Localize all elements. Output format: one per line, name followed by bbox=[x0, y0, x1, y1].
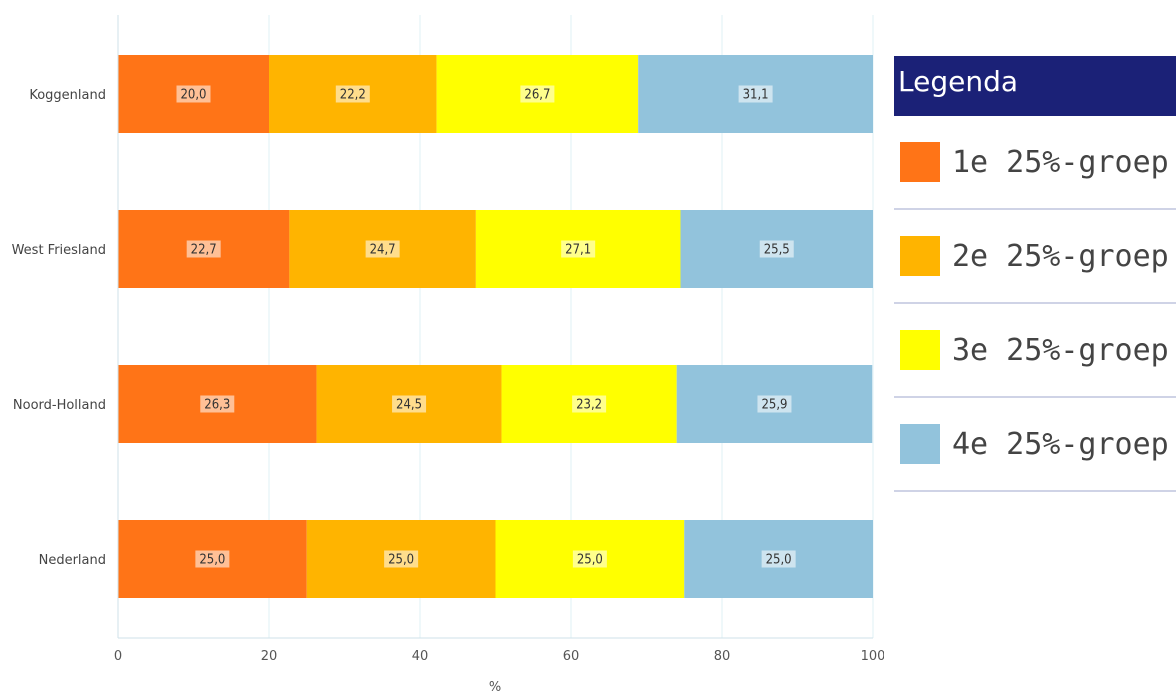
x-tick-label-2: 40 bbox=[412, 649, 429, 664]
data-label-0-0: 20,0 bbox=[180, 88, 206, 103]
legend-swatch-2 bbox=[900, 236, 940, 276]
data-label-bg-3-2 bbox=[572, 550, 607, 568]
legend-label-3: 3e 25%-groep bbox=[952, 332, 1169, 368]
data-label-bg-1-2 bbox=[561, 240, 596, 258]
legend-swatch-1 bbox=[900, 142, 940, 182]
data-label-bg-2-3 bbox=[757, 395, 792, 413]
data-label-3-1: 25,0 bbox=[388, 553, 414, 568]
data-label-2-1: 24,5 bbox=[396, 398, 422, 413]
category-label-1: West Friesland bbox=[12, 243, 106, 258]
legend-item-4: 4e 25%-groep bbox=[894, 398, 1176, 492]
data-label-bg-1-3 bbox=[759, 240, 794, 258]
x-tick-label-3: 60 bbox=[563, 649, 580, 664]
data-label-3-0: 25,0 bbox=[199, 553, 225, 568]
legend: Legenda 1e 25%-groep 2e 25%-groep 3e 25%… bbox=[894, 56, 1176, 492]
data-label-1-1: 24,7 bbox=[370, 243, 396, 258]
data-label-bg-3-3 bbox=[761, 550, 796, 568]
data-label-bg-1-1 bbox=[365, 240, 400, 258]
data-label-1-2: 27,1 bbox=[565, 243, 591, 258]
data-label-bg-0-3 bbox=[738, 85, 773, 103]
legend-label-2: 2e 25%-groep bbox=[952, 238, 1169, 274]
data-label-bg-3-0 bbox=[195, 550, 230, 568]
legend-title: Legenda bbox=[894, 56, 1176, 116]
stacked-bar-chart: 20,0 22,2 26,7 31,1 Koggenland 22,7 24,7 27,1 25… bbox=[12, 15, 884, 693]
legend-swatch-4 bbox=[900, 424, 940, 464]
data-label-bg-1-0 bbox=[186, 240, 221, 258]
data-label-0-1: 22,2 bbox=[340, 88, 366, 103]
legend-swatch-3 bbox=[900, 330, 940, 370]
x-tick-label-4: 80 bbox=[714, 649, 731, 664]
category-label-0: Koggenland bbox=[29, 88, 106, 103]
x-axis-title: % bbox=[489, 680, 501, 693]
data-label-2-2: 23,2 bbox=[576, 398, 602, 413]
data-label-2-0: 26,3 bbox=[204, 398, 230, 413]
data-label-bg-0-1 bbox=[335, 85, 370, 103]
category-label-2: Noord-Holland bbox=[13, 398, 106, 413]
legend-label-4: 4e 25%-groep bbox=[952, 426, 1169, 462]
data-label-bg-2-2 bbox=[572, 395, 607, 413]
data-label-bg-2-0 bbox=[200, 395, 235, 413]
legend-item-3: 3e 25%-groep bbox=[894, 304, 1176, 398]
legend-label-1: 1e 25%-groep bbox=[952, 144, 1169, 180]
data-label-bg-3-1 bbox=[384, 550, 419, 568]
data-label-2-3: 25,9 bbox=[761, 398, 787, 413]
data-label-0-3: 31,1 bbox=[743, 88, 769, 103]
data-label-1-3: 25,5 bbox=[764, 243, 790, 258]
x-tick-label-0: 0 bbox=[114, 649, 122, 664]
legend-item-1: 1e 25%-groep bbox=[894, 116, 1176, 210]
data-label-0-2: 26,7 bbox=[524, 88, 550, 103]
data-label-1-0: 22,7 bbox=[191, 243, 217, 258]
x-tick-label-1: 20 bbox=[261, 649, 278, 664]
data-label-3-2: 25,0 bbox=[577, 553, 603, 568]
x-tick-label-5: 100 bbox=[861, 649, 884, 664]
data-label-bg-0-0 bbox=[176, 85, 211, 103]
legend-item-2: 2e 25%-groep bbox=[894, 210, 1176, 304]
data-label-bg-2-1 bbox=[392, 395, 427, 413]
data-label-3-3: 25,0 bbox=[766, 553, 792, 568]
category-label-3: Nederland bbox=[39, 553, 106, 568]
data-label-bg-0-2 bbox=[520, 85, 555, 103]
